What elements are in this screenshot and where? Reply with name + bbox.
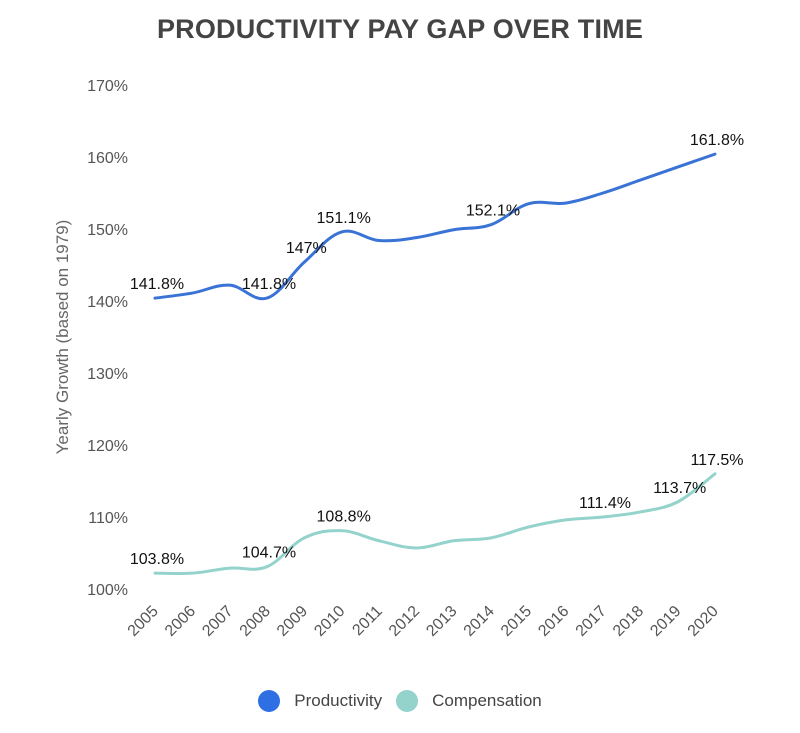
y-tick-label: 110% — [88, 510, 128, 527]
x-tick-label: 2020 — [685, 603, 722, 640]
y-tick-label: 120% — [87, 438, 128, 455]
compensation-swatch-icon — [396, 690, 419, 712]
y-tick-label: 130% — [87, 366, 128, 383]
data-label: 117.5% — [690, 452, 743, 469]
data-label: 108.8% — [317, 509, 371, 526]
y-tick-label: 140% — [87, 294, 128, 311]
x-tick-label: 2017 — [573, 603, 610, 640]
data-label: 141.8% — [242, 276, 296, 293]
data-label: 147% — [286, 240, 327, 257]
x-tick-label: 2005 — [125, 603, 162, 640]
data-label: 111.4% — [579, 495, 631, 512]
legend-item-compensation[interactable]: Compensation — [396, 690, 542, 712]
series-line-productivity — [153, 152, 717, 301]
line-chart: 100% 110% 120% 130% 140% 150% 160% 170% Yearly … — [53, 78, 744, 640]
x-tick-label: 2006 — [162, 603, 199, 640]
data-label: 152.1% — [466, 203, 520, 220]
data-label: 104.7% — [242, 545, 296, 562]
x-tick-label: 2013 — [423, 603, 460, 640]
data-label: 103.8% — [130, 551, 184, 568]
series-line-compensation — [153, 472, 717, 576]
legend-label-productivity: Productivity — [294, 691, 383, 710]
x-tick-label: 2012 — [386, 603, 423, 640]
y-tick-label: 150% — [87, 222, 128, 239]
data-label: 161.8% — [690, 132, 744, 149]
y-axis-label: Yearly Growth (based on 1979) — [53, 220, 72, 455]
legend: Productivity Compensation — [0, 690, 800, 712]
x-tick-label: 2018 — [610, 603, 647, 640]
x-tick-label: 2008 — [237, 603, 274, 640]
x-tick-label: 2019 — [647, 603, 684, 640]
x-tick-label: 2016 — [535, 603, 572, 640]
data-label: 113.7% — [653, 480, 706, 497]
data-label: 141.8% — [130, 276, 184, 293]
x-tick-label: 2015 — [498, 603, 535, 640]
data-labels: 141.8% 141.8% 147% 151.1% 152.1% 161.8% 103.8%… — [130, 132, 744, 568]
x-tick-label: 2009 — [274, 603, 311, 640]
y-tick-label: 170% — [87, 78, 128, 95]
chart-title: PRODUCTIVITY PAY GAP OVER TIME — [156, 14, 644, 44]
y-axis-ticks: 100% 110% 120% 130% 140% 150% 160% 170% — [87, 78, 128, 599]
x-tick-label: 2014 — [461, 603, 498, 640]
y-tick-label: 100% — [87, 582, 128, 599]
x-tick-label: 2010 — [311, 603, 348, 640]
series-lines — [153, 152, 717, 576]
x-tick-label: 2007 — [199, 603, 236, 640]
data-label: 151.1% — [317, 210, 371, 227]
x-tick-label: 2011 — [349, 603, 385, 639]
y-tick-label: 160% — [87, 150, 128, 167]
x-axis-ticks: 2005 2006 2007 2008 2009 2010 2011 2012 2013 2014… — [125, 603, 722, 640]
productivity-swatch-icon — [258, 690, 281, 712]
legend-item-productivity[interactable]: Productivity — [258, 690, 382, 712]
legend-label-compensation: Compensation — [432, 691, 542, 710]
